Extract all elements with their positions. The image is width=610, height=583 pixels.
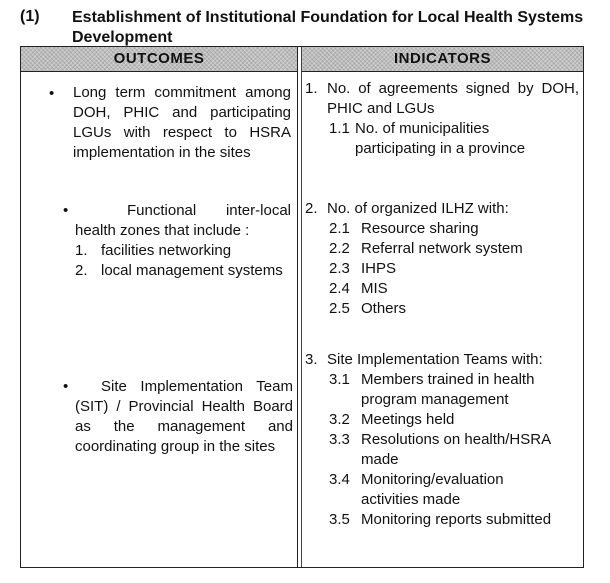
indicator-2-2-num: 2.2 bbox=[329, 240, 350, 257]
outcome-1-text: Long term commitment among DOH, PHIC and… bbox=[73, 84, 291, 161]
indicator-2-4-num: 2.4 bbox=[329, 280, 350, 297]
indicator-3-1-text: Members trained in health program manage… bbox=[361, 371, 535, 408]
indicator-2-text: No. of organized ILHZ with: bbox=[327, 200, 509, 217]
outcome-2-item-2-num: 2. bbox=[75, 262, 88, 279]
indicator-2-1-num: 2.1 bbox=[329, 220, 350, 237]
indicator-3-3-num: 3.3 bbox=[329, 431, 350, 448]
indicator-2-5-text: Others bbox=[361, 300, 407, 317]
indicator-1-text: No. of agreements signed by DOH, PHIC an… bbox=[327, 80, 579, 117]
indicator-1-1-num: 1.1 bbox=[329, 120, 350, 137]
indicator-2-3-num: 2.3 bbox=[329, 260, 350, 277]
indicator-3-4-text: Monitoring/evaluation activities made bbox=[361, 471, 504, 508]
outcome-2-item-2-text: local management systems bbox=[101, 262, 283, 279]
indicator-2-3-text: IHPS bbox=[361, 260, 397, 277]
outcome-2-item-1-num: 1. bbox=[75, 242, 88, 259]
indicator-3-num: 3. bbox=[305, 351, 318, 368]
outcome-1-bullet: • bbox=[49, 85, 55, 102]
column-divider bbox=[297, 47, 302, 567]
indicator-2-2-text: Referral network system bbox=[361, 240, 523, 257]
indicator-3-4-num: 3.4 bbox=[329, 471, 350, 488]
indicator-1-1-text: No. of municipalities participating in a… bbox=[355, 120, 526, 157]
indicator-3-5-num: 3.5 bbox=[329, 511, 350, 528]
indicator-3-2-text: Meetings held bbox=[361, 411, 455, 428]
indicator-2-4-text: MIS bbox=[361, 280, 388, 297]
section-number: (1) bbox=[20, 8, 40, 25]
indicator-2-num: 2. bbox=[305, 200, 318, 217]
indicator-3-1-num: 3.1 bbox=[329, 371, 350, 388]
indicator-2-5-num: 2.5 bbox=[329, 300, 350, 317]
indicator-3-2-num: 3.2 bbox=[329, 411, 350, 428]
outcome-2-bullet: • bbox=[63, 202, 69, 219]
indicator-3-5-text: Monitoring reports submitted bbox=[361, 511, 552, 528]
outcome-3-text: Site Implementation Team (SIT) / Provinc… bbox=[75, 378, 293, 455]
indicator-1-num: 1. bbox=[305, 80, 318, 97]
outcomes-header: OUTCOMES bbox=[21, 47, 297, 72]
section-title: Establishment of Institutional Foundatio… bbox=[72, 9, 584, 46]
indicator-2-1-text: Resource sharing bbox=[361, 220, 479, 237]
outcomes-indicators-table: OUTCOMES INDICATORS • Long term commitme… bbox=[20, 46, 584, 568]
outcome-3-bullet: • bbox=[63, 378, 69, 395]
outcome-2-text: Functional inter-local health zones that… bbox=[75, 202, 291, 239]
indicator-3-text: Site Implementation Teams with: bbox=[327, 351, 543, 368]
indicators-header: INDICATORS bbox=[302, 47, 583, 72]
indicator-3-3-text: Resolutions on health/HSRA made bbox=[361, 431, 551, 468]
outcome-2-item-1-text: facilities networking bbox=[101, 242, 232, 259]
